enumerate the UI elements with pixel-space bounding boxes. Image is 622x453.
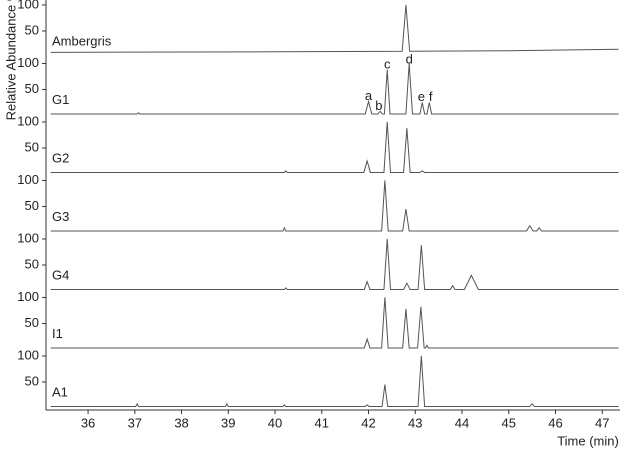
peak-label: c [384,56,391,71]
y-tick-label: 50 [25,373,39,388]
y-tick-label: 100 [17,113,39,128]
x-tick-label: 40 [268,415,282,430]
trace [50,355,619,407]
x-tick-label: 36 [81,415,95,430]
y-tick-label: 100 [17,172,39,187]
y-tick-label: 50 [25,22,39,37]
panel-label: G4 [52,267,69,282]
x-tick-label: 38 [174,415,188,430]
y-tick-label: 50 [25,315,39,330]
trace [50,63,619,115]
y-tick-label: 100 [17,289,39,304]
x-tick-label: 45 [502,415,516,430]
trace [50,297,619,349]
trace [50,238,619,290]
y-tick-label: 50 [25,81,39,96]
panel-label: G2 [52,150,69,165]
trace [50,180,619,232]
panel-label: Ambergris [52,33,112,48]
peak-label: a [365,88,373,103]
panel-label: A1 [52,384,68,399]
y-axis-label: Relative Abundance % [3,0,18,120]
peak-label: d [406,51,413,66]
panel-label: I1 [52,326,63,341]
y-tick-label: 100 [17,0,39,11]
y-tick-label: 100 [17,55,39,70]
x-tick-label: 39 [221,415,235,430]
x-tick-label: 46 [548,415,562,430]
y-tick-label: 100 [17,347,39,362]
peak-label: f [429,89,433,104]
y-tick-label: 50 [25,139,39,154]
x-tick-label: 43 [408,415,422,430]
x-tick-label: 42 [361,415,375,430]
x-tick-label: 47 [595,415,609,430]
y-tick-label: 50 [25,198,39,213]
peak-label: e [418,89,425,104]
x-tick-label: 41 [315,415,329,430]
trace [50,121,619,173]
x-tick-label: 37 [128,415,142,430]
x-tick-label: 44 [455,415,469,430]
trace [50,4,619,53]
y-tick-label: 50 [25,256,39,271]
x-axis-label: Time (min) [557,433,619,448]
panel-label: G1 [52,92,69,107]
y-tick-label: 100 [17,230,39,245]
panel-label: G3 [52,209,69,224]
peak-label: b [375,98,382,113]
